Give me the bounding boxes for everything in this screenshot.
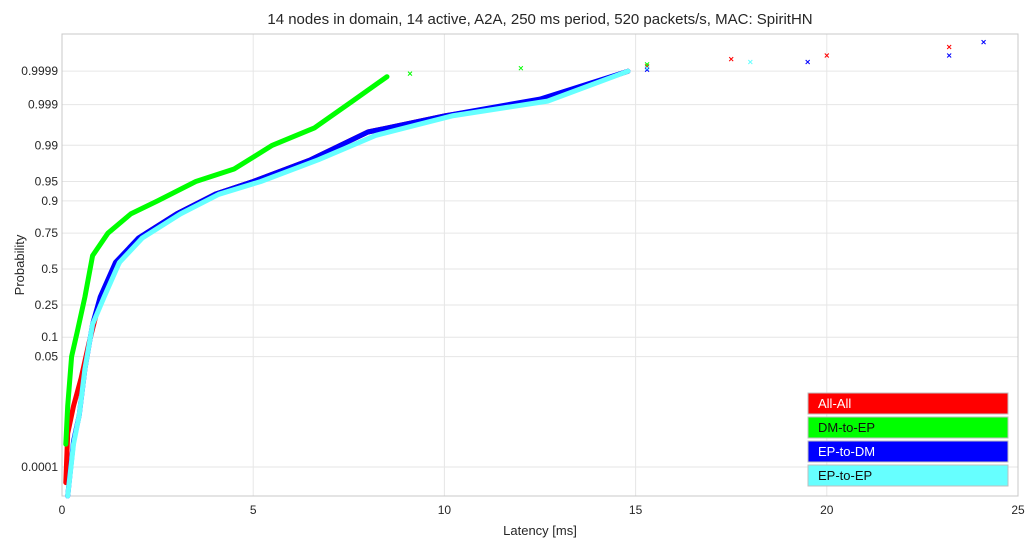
data-point (981, 39, 986, 45)
x-tick-label: 0 (59, 503, 66, 517)
data-point (747, 59, 753, 65)
y-axis-label: Probability (12, 234, 27, 295)
series-dm-to-ep (63, 62, 650, 447)
legend-label: EP-to-EP (818, 468, 872, 483)
y-tick-label: 0.1 (41, 330, 58, 344)
series-line (63, 68, 631, 486)
data-point (728, 56, 734, 62)
x-tick-label: 15 (629, 503, 643, 517)
series-line (65, 68, 631, 499)
y-tick-label: 0.95 (35, 175, 59, 189)
data-point (644, 67, 650, 73)
data-point (824, 53, 830, 58)
y-tick-label: 0.9999 (21, 64, 58, 78)
y-tick-labels: 0.0001 0.05 0.1 0.25 0.5 0.75 0.9 0.95 0.99 0.999… (21, 64, 58, 474)
legend-label: All-All (818, 396, 851, 411)
y-tick-label: 0.9 (41, 194, 58, 208)
series-line (65, 68, 631, 499)
y-tick-label: 0.999 (28, 98, 58, 112)
x-tick-label: 5 (250, 503, 257, 517)
legend-swatch (807, 464, 1009, 487)
chart-title: 14 nodes in domain, 14 active, A2A, 250 … (267, 11, 812, 28)
legend-swatch (807, 416, 1009, 439)
data-point (407, 71, 413, 76)
legend-label: DM-to-EP (818, 420, 875, 435)
legend-swatch (807, 392, 1009, 415)
x-tick-labels: 0 5 10 15 20 25 (59, 503, 1025, 517)
data-point (644, 65, 650, 71)
y-tick-label: 0.0001 (21, 460, 58, 474)
x-tick-label: 20 (820, 503, 834, 517)
data-point (946, 53, 952, 58)
y-tick-label: 0.25 (35, 298, 59, 312)
y-tick-label: 0.99 (35, 138, 59, 152)
x-tick-label: 10 (438, 503, 452, 517)
data-point (644, 62, 650, 67)
series-line (63, 74, 390, 447)
y-tick-label: 0.75 (35, 226, 59, 240)
legend-swatch (807, 440, 1009, 463)
y-tick-label: 0.05 (35, 350, 59, 364)
data-point (946, 44, 952, 50)
data-point (805, 59, 811, 65)
x-tick-label: 25 (1011, 503, 1025, 517)
series-ep-to-ep (65, 59, 753, 499)
legend: All-All DM-to-EP EP-to-DM EP-to-EP (807, 392, 1009, 487)
series-layer (63, 39, 986, 499)
y-tick-label: 0.5 (41, 262, 58, 276)
plot-area (61, 33, 1019, 497)
x-axis-label: Latency [ms] (503, 523, 577, 538)
data-point (518, 65, 524, 71)
legend-label: EP-to-DM (818, 444, 875, 459)
